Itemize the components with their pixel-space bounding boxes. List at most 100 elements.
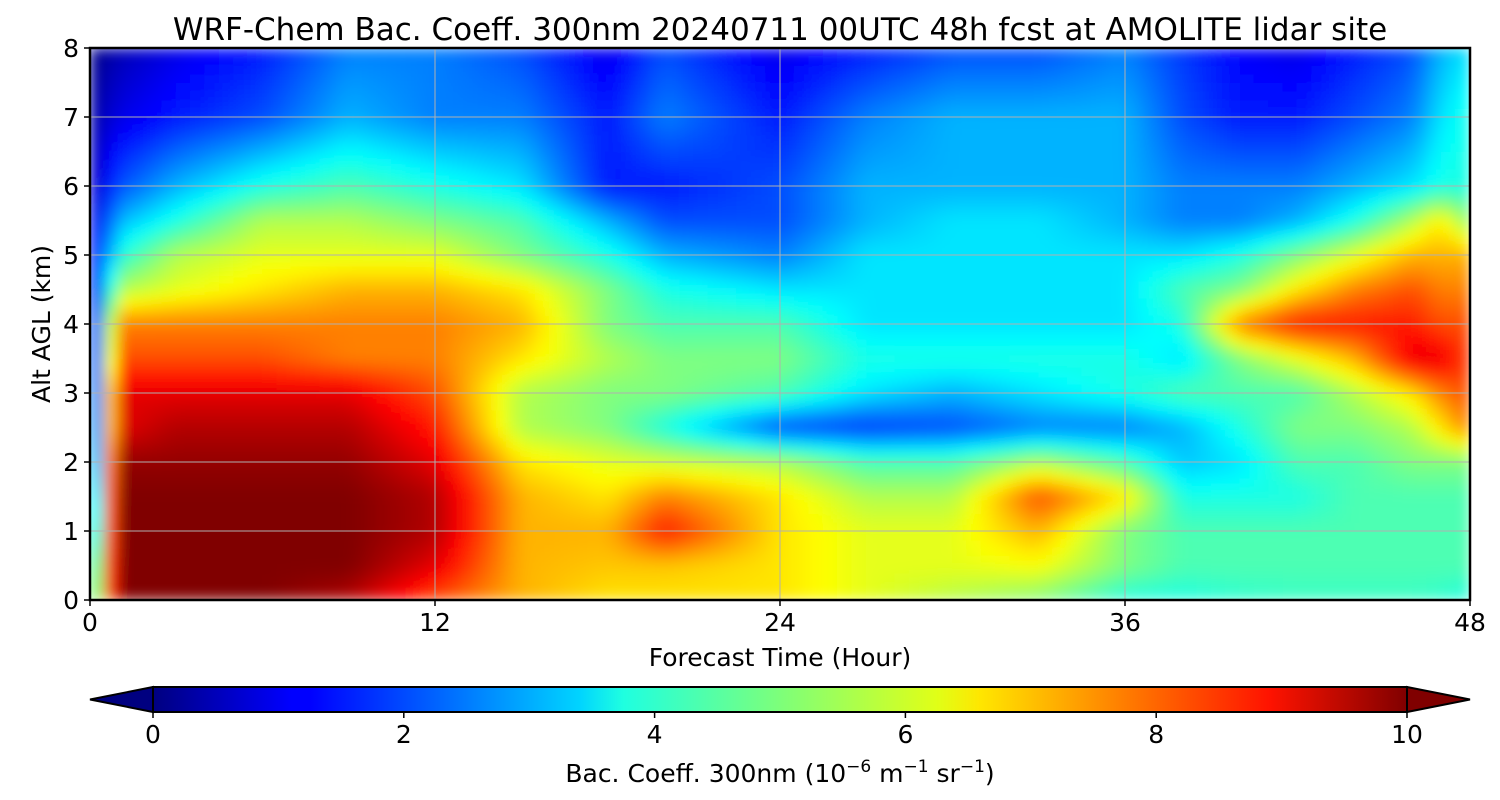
heatmap-cell xyxy=(290,323,307,334)
heatmap-cell xyxy=(90,349,105,359)
heatmap-cell xyxy=(161,211,177,221)
heatmap-cell xyxy=(319,427,335,437)
heatmap-cell xyxy=(693,409,709,420)
heatmap-cell xyxy=(952,470,968,480)
heatmap-cell xyxy=(1023,323,1040,334)
heatmap-cell xyxy=(549,271,565,282)
heatmap-cell xyxy=(348,496,364,506)
heatmap-cell xyxy=(664,444,680,454)
heatmap-cell xyxy=(535,409,551,420)
heatmap-cell xyxy=(333,539,350,549)
heatmap-cell xyxy=(1110,452,1126,463)
heatmap-cell xyxy=(276,340,292,351)
heatmap-cell xyxy=(1311,375,1327,385)
heatmap-cell xyxy=(147,513,163,523)
heatmap-cell xyxy=(204,452,220,463)
heatmap-cell xyxy=(1253,340,1270,351)
heatmap-cell xyxy=(420,556,436,566)
heatmap-cell xyxy=(822,202,838,213)
heatmap-cell xyxy=(305,582,321,592)
heatmap-cell xyxy=(492,418,508,428)
heatmap-cell xyxy=(707,358,723,368)
heatmap-cell xyxy=(535,418,551,428)
heatmap-cell xyxy=(1023,289,1040,299)
heatmap-cell xyxy=(319,444,335,454)
heatmap-cell xyxy=(1081,176,1097,187)
heatmap-cell xyxy=(937,151,953,161)
heatmap-cell xyxy=(980,228,997,239)
heatmap-cell xyxy=(506,263,522,273)
heatmap-cell xyxy=(1340,159,1356,170)
heatmap-cell xyxy=(923,504,939,515)
heatmap-cell xyxy=(650,487,666,497)
heatmap-cell xyxy=(635,289,652,299)
heatmap-cell xyxy=(1297,280,1313,290)
heatmap-cell xyxy=(937,314,953,325)
heatmap-cell xyxy=(1383,323,1399,334)
heatmap-cell xyxy=(1412,530,1428,541)
heatmap-cell xyxy=(1282,245,1298,256)
heatmap-cell xyxy=(1426,452,1442,463)
heatmap-cell xyxy=(707,185,723,196)
heatmap-cell xyxy=(348,323,364,334)
heatmap-cell xyxy=(1253,151,1270,161)
heatmap-cell xyxy=(1239,444,1255,454)
heatmap-cell xyxy=(1325,392,1342,403)
heatmap-cell xyxy=(808,340,824,351)
heatmap-cell xyxy=(549,401,565,411)
heatmap-cell xyxy=(1081,306,1097,316)
heatmap-cell xyxy=(1153,470,1169,480)
heatmap-cell xyxy=(635,409,652,420)
heatmap-cell xyxy=(779,237,795,247)
heatmap-cell xyxy=(563,461,580,472)
heatmap-cell xyxy=(175,452,192,463)
heatmap-cell xyxy=(1038,435,1054,446)
heatmap-cell xyxy=(1397,383,1413,394)
heatmap-cell xyxy=(1412,211,1428,221)
heatmap-cell xyxy=(1297,409,1313,420)
heatmap-cell xyxy=(290,185,307,196)
heatmap-cell xyxy=(937,565,953,575)
heatmap-cell xyxy=(520,539,537,549)
heatmap-cell xyxy=(607,590,623,600)
heatmap-cell xyxy=(233,358,249,368)
heatmap-cell xyxy=(607,211,623,221)
heatmap-cell xyxy=(276,530,292,541)
heatmap-cell xyxy=(1138,401,1155,411)
heatmap-cell xyxy=(1282,159,1298,170)
heatmap-cell xyxy=(147,202,163,213)
heatmap-cell xyxy=(923,297,939,308)
heatmap-cell xyxy=(621,392,637,403)
heatmap-cell xyxy=(1138,280,1155,290)
heatmap-cell xyxy=(1182,435,1198,446)
heatmap-cell xyxy=(1297,392,1313,403)
heatmap-cell xyxy=(348,375,364,385)
heatmap-cell xyxy=(520,521,537,532)
heatmap-cell xyxy=(132,358,148,368)
heatmap-cell xyxy=(822,271,838,282)
heatmap-cell xyxy=(980,582,997,592)
heatmap-cell xyxy=(607,237,623,247)
heatmap-cell xyxy=(1167,289,1183,299)
heatmap-cell xyxy=(966,590,982,600)
heatmap-cell xyxy=(319,237,335,247)
heatmap-cell xyxy=(707,573,723,584)
heatmap-cell xyxy=(894,306,910,316)
heatmap-cell xyxy=(1196,280,1212,290)
heatmap-cell xyxy=(923,470,939,480)
heatmap-cell xyxy=(635,366,652,377)
heatmap-cell xyxy=(1038,349,1054,359)
heatmap-cell xyxy=(722,452,738,463)
heatmap-cell xyxy=(1325,194,1342,204)
heatmap-cell xyxy=(1052,211,1068,221)
heatmap-cell xyxy=(1455,478,1470,489)
heatmap-cell xyxy=(1009,452,1025,463)
heatmap-cell xyxy=(966,478,982,489)
heatmap-cell xyxy=(1124,582,1140,592)
heatmap-cell xyxy=(1038,176,1054,187)
heatmap-cell xyxy=(1268,194,1284,204)
heatmap-cell xyxy=(492,202,508,213)
heatmap-cell xyxy=(1052,496,1068,506)
heatmap-cell xyxy=(1067,237,1083,247)
heatmap-cell xyxy=(650,401,666,411)
